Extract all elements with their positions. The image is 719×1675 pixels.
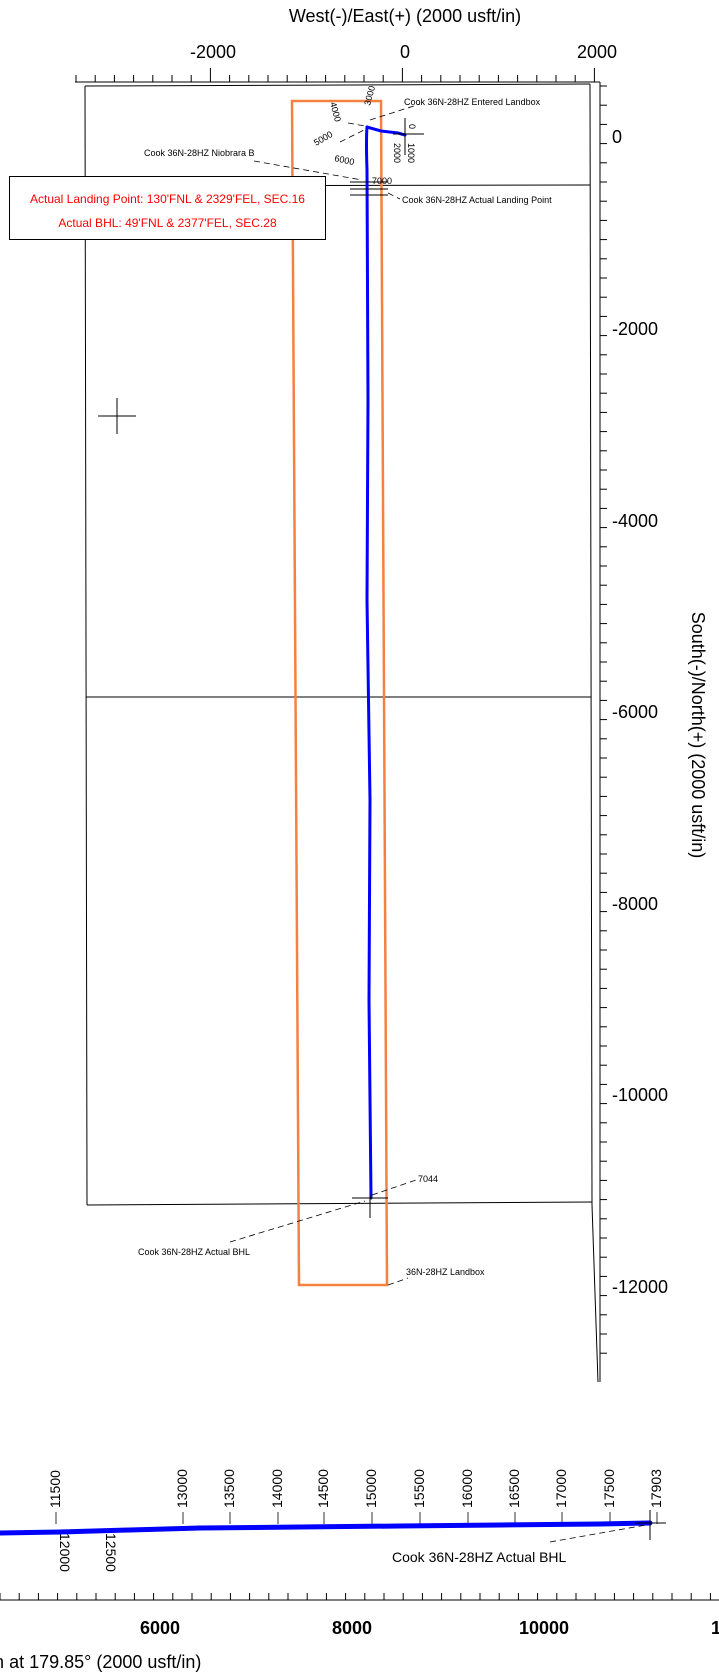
bottom-axis bbox=[0, 1593, 719, 1600]
curve-md-label: 5000 bbox=[312, 129, 334, 148]
md-7044-label: 7044 bbox=[418, 1174, 438, 1184]
section-md-label: 16000 bbox=[459, 1469, 475, 1508]
curve-md-label: 2000 bbox=[392, 143, 402, 163]
right-axis bbox=[600, 82, 607, 1382]
right-tick-label: -2000 bbox=[612, 319, 658, 339]
bottom-tick-label: 10000 bbox=[519, 1618, 569, 1638]
wellpath-section bbox=[0, 1510, 666, 1542]
right-tick-label: 0 bbox=[612, 127, 622, 147]
section-md-label: 17500 bbox=[601, 1469, 617, 1508]
legend-bhl: Actual BHL: 49'FNL & 2377'FEL, SEC.28 bbox=[10, 216, 325, 230]
landbox-outline bbox=[292, 101, 387, 1285]
curve-md-label: 6000 bbox=[334, 153, 356, 167]
leader-lines bbox=[230, 104, 420, 1285]
section-bhl-label: Cook 36N-28HZ Actual BHL bbox=[392, 1549, 567, 1565]
plus-marker bbox=[98, 398, 136, 434]
section-md-label: 17903 bbox=[648, 1469, 664, 1508]
legend-box: Actual Landing Point: 130'FNL & 2329'FEL… bbox=[9, 176, 326, 240]
right-axis-title: South(-)/North(+) (2000 usft/in) bbox=[688, 612, 708, 859]
top-tick-label: -2000 bbox=[190, 42, 236, 62]
bottom-tick-label: 6000 bbox=[140, 1618, 180, 1638]
section-md-label: 15000 bbox=[363, 1469, 379, 1508]
section-lines bbox=[85, 84, 598, 1382]
right-tick-label: -8000 bbox=[612, 894, 658, 914]
bottom-tick-label: 8000 bbox=[332, 1618, 372, 1638]
landing-point-label: Cook 36N-28HZ Actual Landing Point bbox=[402, 195, 552, 205]
right-tick-label: -10000 bbox=[612, 1085, 668, 1105]
top-axis-title: West(-)/East(+) (2000 usft/in) bbox=[289, 6, 521, 26]
right-tick-label: -4000 bbox=[612, 511, 658, 531]
right-tick-label: -12000 bbox=[612, 1277, 668, 1297]
section-md-label: 15500 bbox=[411, 1469, 427, 1508]
section-md-label: 11500 bbox=[47, 1470, 63, 1508]
curve-md-label: 1000 bbox=[406, 143, 416, 163]
curve-md-label: 3000 bbox=[362, 85, 377, 107]
landbox-label: 36N-28HZ Landbox bbox=[406, 1267, 485, 1277]
md-7000-label: 7000 bbox=[372, 176, 392, 186]
section-md-label: 14000 bbox=[269, 1469, 285, 1508]
legend-landing-point: Actual Landing Point: 130'FNL & 2329'FEL… bbox=[10, 192, 325, 206]
top-tick-label: 2000 bbox=[577, 42, 617, 62]
section-md-label: 16500 bbox=[506, 1469, 522, 1508]
section-md-label: 13500 bbox=[221, 1469, 237, 1508]
section-md-label: 12000 bbox=[57, 1533, 73, 1572]
curve-md-label: 4000 bbox=[328, 101, 343, 123]
niobrara-label: Cook 36N-28HZ Niobrara B bbox=[144, 148, 255, 158]
section-md-label: 12500 bbox=[103, 1533, 119, 1572]
top-axis bbox=[75, 68, 600, 82]
section-md-label: 13000 bbox=[174, 1469, 190, 1508]
actual-bhl-label: Cook 36N-28HZ Actual BHL bbox=[138, 1247, 250, 1257]
section-md-label: 17000 bbox=[553, 1469, 569, 1508]
entered-landbox-label: Cook 36N-28HZ Entered Landbox bbox=[404, 97, 541, 107]
top-tick-label: 0 bbox=[400, 42, 410, 62]
bottom-axis-title: Vertical Section at 179.85° (2000 usft/i… bbox=[0, 1652, 201, 1672]
curve-md-label: 0 bbox=[407, 124, 417, 129]
bottom-tick-label: 12000 bbox=[711, 1618, 719, 1638]
right-tick-label: -6000 bbox=[612, 702, 658, 722]
section-md-label: 14500 bbox=[315, 1469, 331, 1508]
